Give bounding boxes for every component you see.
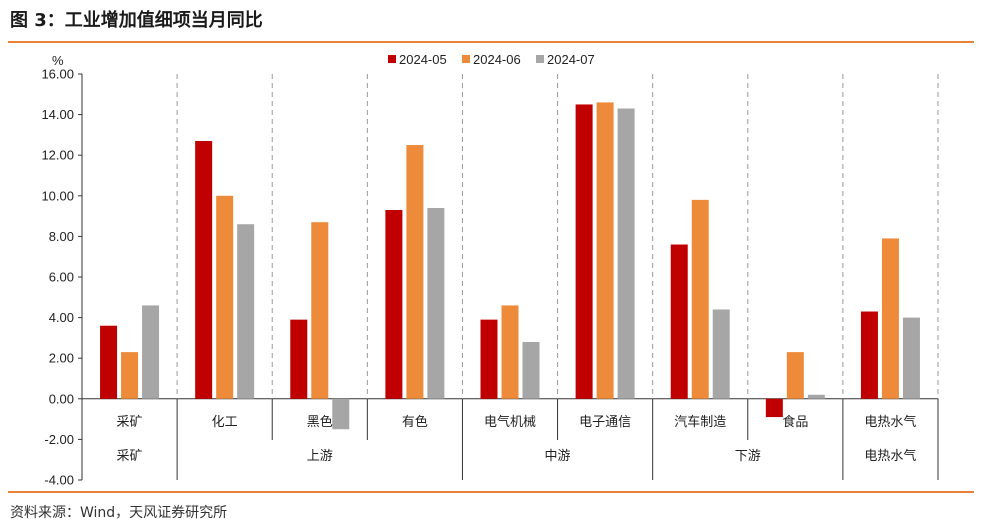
y-tick-label: 14.00 bbox=[41, 107, 74, 122]
y-tick-label: 2.00 bbox=[49, 351, 74, 366]
legend-swatch bbox=[462, 55, 470, 63]
y-tick-label: -2.00 bbox=[44, 432, 74, 447]
category-label: 电子通信 bbox=[579, 415, 631, 430]
bar-2024-06-有色 bbox=[406, 145, 424, 399]
bar-2024-07-采矿 bbox=[142, 305, 160, 399]
bar-chart: %16.00 14.00 12.00 10.00 8.00 6.00 4.00 2.00 0.0… bbox=[41, 52, 939, 488]
title-divider bbox=[8, 41, 974, 43]
legend-swatch bbox=[388, 55, 396, 63]
source-divider bbox=[8, 491, 974, 493]
bar-2024-07-电热水气 bbox=[902, 317, 920, 399]
bar-2024-05-电热水气 bbox=[860, 311, 878, 399]
legend-swatch bbox=[536, 55, 544, 63]
figure-title: 图 3：工业增加值细项当月同比 bbox=[10, 10, 263, 31]
bar-2024-05-食品 bbox=[765, 398, 783, 418]
bar-2024-07-食品 bbox=[807, 394, 825, 399]
category-label: 电热水气 bbox=[864, 414, 916, 430]
category-label: 电气机械 bbox=[484, 414, 536, 430]
bar-2024-05-黑色 bbox=[290, 319, 308, 399]
y-tick-label: 4.00 bbox=[49, 310, 74, 325]
group-label: 下游 bbox=[735, 449, 761, 464]
group-label: 中游 bbox=[545, 449, 571, 464]
bar-2024-06-电气机械 bbox=[501, 305, 519, 399]
bar-2024-06-电热水气 bbox=[881, 238, 899, 399]
category-label: 汽车制造 bbox=[674, 414, 726, 430]
category-label: 食品 bbox=[782, 414, 808, 430]
y-axis-unit-label: % bbox=[52, 53, 64, 68]
y-tick-label: 6.00 bbox=[49, 270, 74, 285]
bar-2024-06-食品 bbox=[786, 352, 804, 399]
bar-2024-05-电气机械 bbox=[480, 319, 498, 399]
y-tick-label: 10.00 bbox=[41, 188, 74, 203]
bar-2024-05-采矿 bbox=[100, 325, 118, 399]
y-tick-label: 0.00 bbox=[49, 391, 74, 406]
legend-label: 2024-06 bbox=[473, 52, 521, 67]
legend-label: 2024-07 bbox=[547, 52, 595, 67]
bar-2024-07-有色 bbox=[427, 207, 445, 399]
bar-2024-06-化工 bbox=[216, 195, 234, 399]
bar-2024-07-黑色 bbox=[332, 398, 350, 430]
bar-2024-06-汽车制造 bbox=[691, 199, 709, 399]
bar-2024-05-化工 bbox=[195, 140, 213, 399]
bar-2024-06-电子通信 bbox=[596, 102, 614, 399]
group-label: 采矿 bbox=[117, 449, 143, 464]
y-tick-label: 12.00 bbox=[41, 148, 74, 163]
category-label: 采矿 bbox=[117, 415, 143, 430]
bar-2024-05-有色 bbox=[385, 210, 403, 399]
category-label: 黑色 bbox=[307, 414, 333, 430]
category-label: 化工 bbox=[212, 415, 238, 430]
category-label: 有色 bbox=[402, 414, 428, 430]
bar-2024-05-汽车制造 bbox=[670, 244, 688, 399]
group-label: 电热水气 bbox=[864, 448, 916, 464]
bar-2024-07-电子通信 bbox=[617, 108, 635, 399]
bar-2024-06-采矿 bbox=[121, 352, 139, 399]
y-tick-label: -4.00 bbox=[44, 473, 74, 488]
bar-2024-07-化工 bbox=[237, 224, 255, 399]
bar-2024-07-汽车制造 bbox=[712, 309, 730, 399]
bar-2024-06-黑色 bbox=[311, 222, 329, 399]
y-tick-label: 16.00 bbox=[41, 67, 74, 82]
source-note: 资料来源：Wind，天风证券研究所 bbox=[10, 505, 228, 521]
bar-2024-07-电气机械 bbox=[522, 341, 540, 399]
bar-2024-05-电子通信 bbox=[575, 104, 593, 399]
group-label: 上游 bbox=[307, 449, 333, 464]
y-tick-label: 8.00 bbox=[49, 229, 74, 244]
legend-label: 2024-05 bbox=[399, 52, 447, 67]
